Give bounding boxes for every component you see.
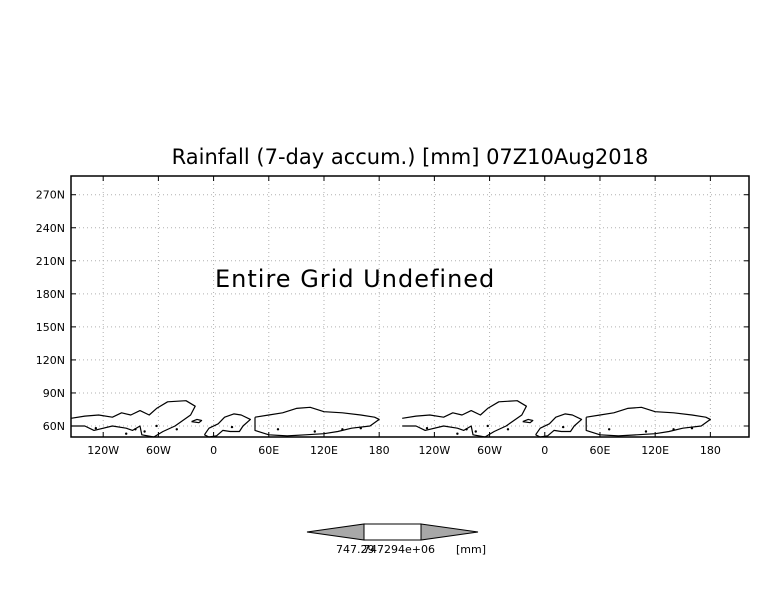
island-mark — [313, 430, 316, 433]
y-tick-label: 120N — [36, 354, 65, 367]
island-mark — [359, 426, 362, 430]
colorbar-label-high: 747294e+06 — [363, 543, 435, 556]
island-mark — [561, 425, 565, 429]
coastline-path — [70, 400, 196, 438]
coastline-path — [535, 413, 583, 438]
colorbar-left-arrow — [306, 523, 365, 541]
island-mark — [175, 428, 178, 431]
x-tick-label: 0 — [210, 444, 217, 457]
x-tick-label: 120E — [310, 444, 338, 457]
x-axis-ticks: 120W 60W 0 60E 120E 180 120W 60W 0 60E 120E 180 — [87, 176, 721, 457]
island-mark — [425, 426, 429, 430]
colorbar-label-low: 747.29 — [336, 543, 375, 556]
chart-title: Rainfall (7-day accum.) [mm] 07Z10Aug201… — [172, 145, 649, 169]
island-mark — [486, 424, 489, 428]
undefined-grid-message: Entire Grid Undefined — [215, 265, 495, 293]
y-tick-label: 60N — [43, 420, 65, 433]
island-mark — [276, 428, 280, 431]
x-tick-label: 60E — [258, 444, 279, 457]
coastline-path — [254, 406, 380, 437]
y-tick-label: 90N — [43, 387, 65, 400]
colorbar-right-arrow — [420, 523, 479, 541]
colorbar: 747.29 747294e+06 [mm] — [306, 523, 486, 556]
plot-frame — [70, 175, 750, 438]
island-mark — [465, 428, 468, 431]
x-tick-label: 120W — [418, 444, 450, 457]
island-mark — [506, 428, 510, 431]
island-mark — [134, 428, 137, 431]
y-tick-label: 210N — [36, 255, 65, 268]
coastline-path — [402, 400, 528, 438]
island-mark — [143, 430, 146, 433]
x-tick-label: 0 — [541, 444, 548, 457]
colorbar-segment — [363, 523, 422, 541]
coastline-path — [522, 418, 534, 424]
island-mark — [644, 430, 648, 433]
x-tick-label: 60W — [477, 444, 502, 457]
island-mark — [341, 428, 344, 431]
colorbar-units: [mm] — [456, 543, 486, 556]
coastline-path — [191, 418, 203, 424]
y-tick-label: 240N — [36, 222, 65, 235]
coastline-path — [585, 406, 712, 437]
island-mark — [456, 432, 459, 435]
x-tick-label: 60E — [589, 444, 610, 457]
y-tick-label: 180N — [36, 288, 65, 301]
coastline-outline — [70, 400, 712, 438]
island-mark — [94, 426, 98, 430]
island-mark — [124, 432, 128, 435]
x-tick-label: 60W — [146, 444, 171, 457]
island-mark — [672, 428, 675, 431]
island-mark — [690, 426, 694, 430]
x-tick-label: 180 — [700, 444, 721, 457]
y-tick-label: 270N — [36, 189, 65, 202]
grid-lines — [71, 176, 749, 437]
island-mark — [607, 428, 611, 431]
coastline-path — [203, 413, 251, 438]
x-tick-label: 120E — [641, 444, 669, 457]
island-mark — [474, 430, 477, 433]
y-axis-ticks: 60N 90N 120N 150N 180N 210N 240N 270N — [36, 189, 749, 433]
x-tick-label: 180 — [369, 444, 390, 457]
island-mark — [155, 424, 158, 428]
island-mark — [230, 425, 234, 429]
y-tick-label: 150N — [36, 321, 65, 334]
x-tick-label: 120W — [87, 444, 119, 457]
